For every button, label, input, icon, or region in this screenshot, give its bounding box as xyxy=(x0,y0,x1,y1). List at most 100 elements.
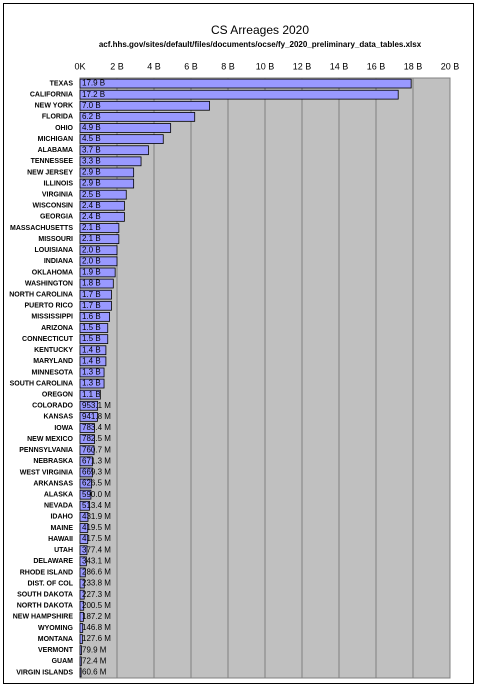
value-label: 513.4 M xyxy=(82,501,111,510)
value-label: 2.0 B xyxy=(82,256,101,265)
value-label: 146.8 M xyxy=(82,623,111,632)
y-tick-label: OREGON xyxy=(42,392,73,399)
value-label: 4.9 B xyxy=(82,123,101,132)
y-tick-label: WASHINGTON xyxy=(25,280,73,287)
bar xyxy=(79,612,84,622)
value-label: 1.4 B xyxy=(82,345,101,354)
value-label: 3.7 B xyxy=(82,145,101,154)
value-label: 286.6 M xyxy=(82,568,111,577)
bar xyxy=(79,378,105,389)
value-label: 227.3 M xyxy=(82,590,111,599)
y-tick-label: DELAWARE xyxy=(33,558,73,565)
value-label: 2.5 B xyxy=(82,190,101,199)
value-label: 782.5 M xyxy=(82,434,111,443)
value-label: 187.2 M xyxy=(82,612,111,621)
bar xyxy=(79,578,85,589)
bar xyxy=(79,278,114,289)
value-label: 1.9 B xyxy=(82,268,101,277)
value-label: 431.9 M xyxy=(82,512,111,521)
x-tick-label: 20 B xyxy=(441,61,460,71)
y-tick-label: TEXAS xyxy=(50,80,74,87)
x-tick-label: 12 B xyxy=(293,61,312,71)
value-label: 17.2 B xyxy=(82,90,105,99)
bar xyxy=(79,445,95,456)
bar xyxy=(79,212,125,222)
y-tick-label: NEW MEXICO xyxy=(27,436,73,443)
y-tick-label: MISSISSIPPI xyxy=(31,314,73,321)
bar xyxy=(79,400,99,411)
value-label: 941.8 M xyxy=(82,412,111,421)
chart-subtitle: acf.hhs.gov/sites/default/files/document… xyxy=(99,40,422,49)
bar xyxy=(79,78,412,89)
y-tick-label: OKLAHOMA xyxy=(32,269,73,276)
bar xyxy=(79,656,82,667)
y-tick-label: WEST VIRGINIA xyxy=(20,469,73,476)
value-label: 417.5 M xyxy=(82,534,111,543)
y-tick-label: ILLINOIS xyxy=(43,180,73,187)
bar xyxy=(79,89,399,100)
y-tick-label: NEW JERSEY xyxy=(27,169,73,176)
y-tick-label: DIST. OF COL xyxy=(28,580,74,587)
value-label: 1.5 B xyxy=(82,334,101,343)
bar xyxy=(79,478,92,489)
value-label: 2.1 B xyxy=(82,223,101,232)
y-tick-label: NEW HAMPSHIRE xyxy=(13,614,74,621)
value-label: 419.5 M xyxy=(82,523,111,532)
y-tick-label: SOUTH CAROLINA xyxy=(10,380,73,387)
y-tick-label: IDAHO xyxy=(50,514,73,521)
bar xyxy=(79,600,85,611)
y-tick-label: LOUISIANA xyxy=(35,247,74,254)
bar xyxy=(79,634,83,644)
y-tick-label: VERMONT xyxy=(38,647,74,654)
x-tick-label: 0K xyxy=(74,61,85,71)
value-label: 2.1 B xyxy=(82,234,101,243)
bar xyxy=(79,523,89,533)
y-tick-label: MAINE xyxy=(50,525,73,532)
value-label: 72.4 M xyxy=(82,656,107,665)
bar xyxy=(79,112,196,122)
bar xyxy=(79,300,112,311)
bar xyxy=(79,367,105,378)
bar xyxy=(79,245,118,256)
bar xyxy=(79,623,84,633)
bar xyxy=(79,100,210,111)
value-label: 2.9 B xyxy=(82,168,101,177)
value-label: 233.8 M xyxy=(82,579,111,588)
bar xyxy=(79,312,111,322)
y-tick-label: GEORGIA xyxy=(40,214,73,221)
bar xyxy=(79,667,82,678)
bar xyxy=(79,256,118,267)
y-tick-label: ARKANSAS xyxy=(33,480,73,487)
bar xyxy=(79,500,90,511)
y-tick-label: PUERTO RICO xyxy=(25,303,74,310)
y-tick-label: MICHIGAN xyxy=(38,136,73,143)
bar xyxy=(79,223,120,233)
y-tick-label: ARIZONA xyxy=(41,325,73,332)
bar xyxy=(79,545,88,556)
y-tick-label: GUAM xyxy=(52,658,74,665)
value-label: 1.6 B xyxy=(82,312,101,321)
y-tick-label: KENTUCKY xyxy=(34,347,73,354)
y-tick-label: WYOMING xyxy=(38,625,74,632)
value-label: 953.1 M xyxy=(82,401,111,410)
bar xyxy=(79,389,101,400)
y-tick-label: MONTANA xyxy=(38,636,73,643)
y-tick-label: VIRGINIA xyxy=(42,192,73,199)
y-tick-label: VIRGIN ISLANDS xyxy=(16,669,73,676)
value-label: 1.4 B xyxy=(82,356,101,365)
bar xyxy=(79,267,116,278)
x-tick-label: 2 B xyxy=(110,61,124,71)
value-label: 1.1 B xyxy=(82,390,101,399)
value-label: 2.9 B xyxy=(82,179,101,188)
value-label: 2.4 B xyxy=(82,212,101,221)
value-label: 3.3 B xyxy=(82,156,101,165)
value-label: 1.8 B xyxy=(82,279,101,288)
y-tick-label: SOUTH DAKOTA xyxy=(17,592,73,599)
value-label: 2.0 B xyxy=(82,245,101,254)
bar xyxy=(79,200,125,211)
value-label: 343.1 M xyxy=(82,556,111,565)
bar xyxy=(79,123,172,133)
y-tick-label: CONNECTICUT xyxy=(22,336,74,343)
x-tick-label: 14 B xyxy=(330,61,349,71)
y-tick-label: ALABAMA xyxy=(38,147,73,154)
